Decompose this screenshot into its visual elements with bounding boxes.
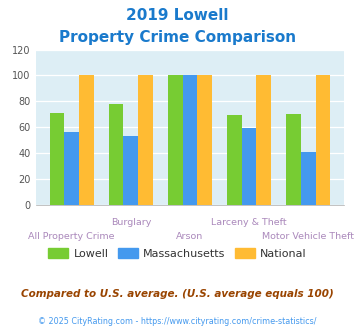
- Legend: Lowell, Massachusetts, National: Lowell, Massachusetts, National: [44, 244, 311, 263]
- Bar: [64, 132, 79, 205]
- Text: Larceny & Theft: Larceny & Theft: [211, 218, 287, 227]
- Text: Motor Vehicle Theft: Motor Vehicle Theft: [262, 232, 354, 241]
- Bar: [316, 75, 330, 205]
- Bar: [124, 136, 138, 205]
- Text: Arson: Arson: [176, 232, 203, 241]
- Bar: [79, 75, 94, 205]
- Bar: [242, 128, 256, 205]
- Bar: [256, 75, 271, 205]
- Bar: [182, 75, 197, 205]
- Bar: [109, 104, 124, 205]
- Bar: [197, 75, 212, 205]
- Text: © 2025 CityRating.com - https://www.cityrating.com/crime-statistics/: © 2025 CityRating.com - https://www.city…: [38, 317, 317, 326]
- Bar: [286, 114, 301, 205]
- Bar: [138, 75, 153, 205]
- Text: Compared to U.S. average. (U.S. average equals 100): Compared to U.S. average. (U.S. average …: [21, 289, 334, 299]
- Bar: [168, 75, 182, 205]
- Text: 2019 Lowell: 2019 Lowell: [126, 8, 229, 23]
- Text: Burglary: Burglary: [111, 218, 151, 227]
- Bar: [301, 151, 316, 205]
- Bar: [227, 115, 242, 205]
- Bar: [50, 113, 64, 205]
- Text: All Property Crime: All Property Crime: [28, 232, 115, 241]
- Text: Property Crime Comparison: Property Crime Comparison: [59, 30, 296, 45]
